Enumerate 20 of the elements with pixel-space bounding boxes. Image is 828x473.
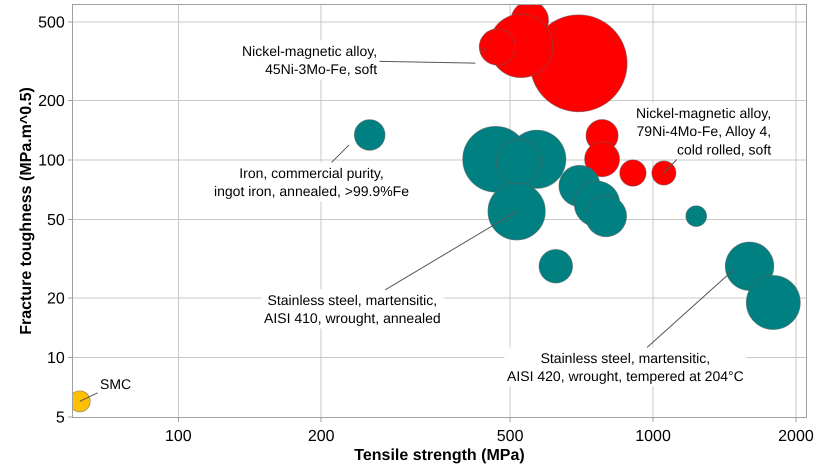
annotation: Stainless steel, martensitic, AISI 420, wrought, tempered at 204°C: [507, 350, 744, 384]
x-tick-label: 1000: [635, 428, 671, 446]
y-tick-label: 50: [47, 212, 65, 230]
x-tick-label: 500: [496, 428, 524, 446]
annotation: SMC: [100, 376, 132, 392]
x-tick-label: 200: [308, 428, 335, 446]
y-tick-label: 100: [38, 152, 65, 170]
y-tick-label: 10: [47, 350, 65, 368]
y-axis-title: Fracture toughness (MPa.m^0.5): [18, 87, 35, 335]
annotation: Iron, commercial purity, ingot iron, annealed, >99.9%Fe: [214, 165, 410, 200]
y-tick-label: 500: [38, 14, 65, 32]
annotation: Nickel-magnetic alloy, 45Ni-3Mo-Fe, soft: [242, 43, 378, 78]
annotation: Stainless steel, martensitic, AISI 410, wrought, annealed: [264, 292, 441, 326]
x-tick-label: 2000: [778, 428, 814, 446]
y-tick-label: 20: [47, 290, 65, 308]
x-axis-title: Tensile strength (MPa): [354, 446, 525, 464]
y-tick-label: 200: [38, 93, 65, 110]
x-tick-label: 100: [164, 428, 192, 446]
y-tick-label: 5: [56, 410, 65, 427]
annotation: Nickel-magnetic alloy, 79Ni-4Mo-Fe, Alloy 4, cold rolled, soft: [636, 105, 772, 158]
